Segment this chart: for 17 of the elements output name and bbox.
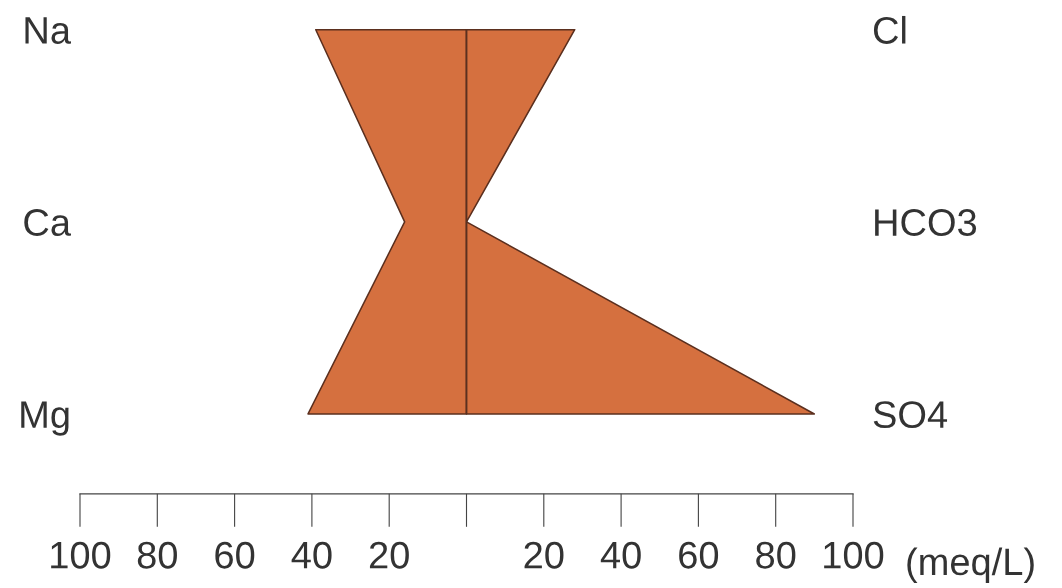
x-tick-label: 100 xyxy=(51,541,111,569)
y2-tick-label: SO4 xyxy=(873,401,948,429)
x-tick-label: 80 xyxy=(137,541,177,569)
y-tick-label: Ca xyxy=(24,209,71,237)
y2-tick-label: HCO3 xyxy=(875,209,977,237)
x-tick-label: 40 xyxy=(291,541,332,569)
x-tick-label: 60 xyxy=(679,541,719,569)
x-tick-label: 60 xyxy=(215,541,255,569)
x-tick-label: 40 xyxy=(600,541,641,569)
y2-tick-label: Cl xyxy=(873,15,906,44)
x-tick-label: 20 xyxy=(524,541,564,569)
y-tick-label: Mg xyxy=(21,401,69,436)
x-tick-label: 100 xyxy=(824,541,884,569)
x-axis-title: (meq/L) xyxy=(907,547,1034,583)
y-tick-label: Na xyxy=(25,17,71,44)
x-tick-label: 20 xyxy=(369,541,409,569)
x-tick-label: 80 xyxy=(756,541,796,569)
